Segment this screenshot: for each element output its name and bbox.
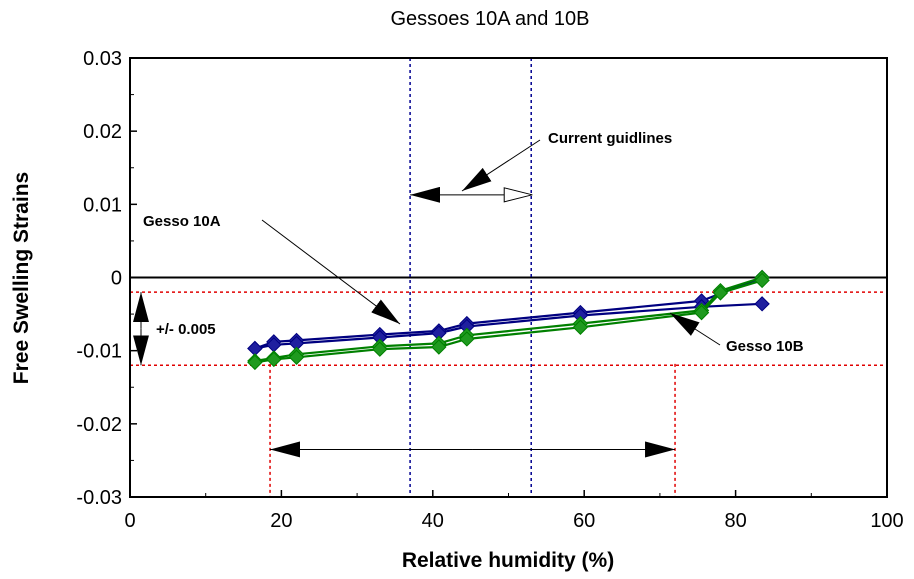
- y-axis-label: Free Swelling Strains: [10, 172, 33, 384]
- x-tick-label: 40: [422, 510, 444, 532]
- x-axis-ticks: 0 20 40 60 80 100: [124, 490, 904, 532]
- series-2-point: [459, 331, 475, 347]
- annotation-arrows: [133, 139, 721, 458]
- chart-title: Gessoes 10A and 10B: [390, 8, 589, 30]
- series-2-point: [431, 339, 447, 355]
- y-tick-label: 0.01: [83, 194, 122, 216]
- annotation-band: +/- 0.005: [156, 321, 216, 338]
- annotation-gesso-10b: Gesso 10B: [726, 338, 804, 355]
- annotation-current-guidelines: Current guidlines: [548, 130, 672, 147]
- series-2-point: [712, 285, 729, 301]
- x-axis-label: Relative humidity (%): [402, 549, 614, 572]
- y-tick-label: -0.02: [76, 414, 122, 436]
- y-axis-ticks: 0.03 0.02 0.01 0 -0.01 -0.02 -0.03: [76, 48, 137, 509]
- y-tick-label: 0.03: [83, 48, 122, 70]
- y-tick-label: 0: [111, 268, 122, 290]
- reference-lines: [130, 58, 887, 497]
- annotation-gesso-10a: Gesso 10A: [143, 213, 221, 230]
- x-tick-label: 20: [270, 510, 292, 532]
- series-1-point: [754, 296, 770, 312]
- series-2-point: [754, 272, 770, 289]
- y-tick-label: -0.03: [76, 487, 122, 509]
- x-tick-label: 80: [724, 510, 746, 532]
- y-tick-label: -0.01: [76, 341, 122, 363]
- series-2-point: [372, 341, 388, 357]
- gesso-10b-pointer: [669, 312, 721, 346]
- series-1-line-2: [254, 302, 763, 350]
- series-2: [247, 269, 770, 371]
- gesso-10a-pointer: [261, 219, 401, 325]
- current-guidelines-pointer: [461, 139, 541, 192]
- series-2-line-2: [254, 279, 763, 364]
- series-layer: [247, 269, 770, 371]
- series-2-point: [266, 351, 282, 368]
- series-2-point: [288, 349, 305, 365]
- x-tick-label: 100: [870, 510, 903, 532]
- x-tick-label: 60: [573, 510, 595, 532]
- series-2-point: [247, 354, 263, 371]
- y-tick-label: 0.02: [83, 121, 122, 143]
- series-2-line-1: [254, 276, 763, 362]
- series-2-point: [572, 319, 589, 335]
- x-tick-label: 0: [124, 510, 135, 532]
